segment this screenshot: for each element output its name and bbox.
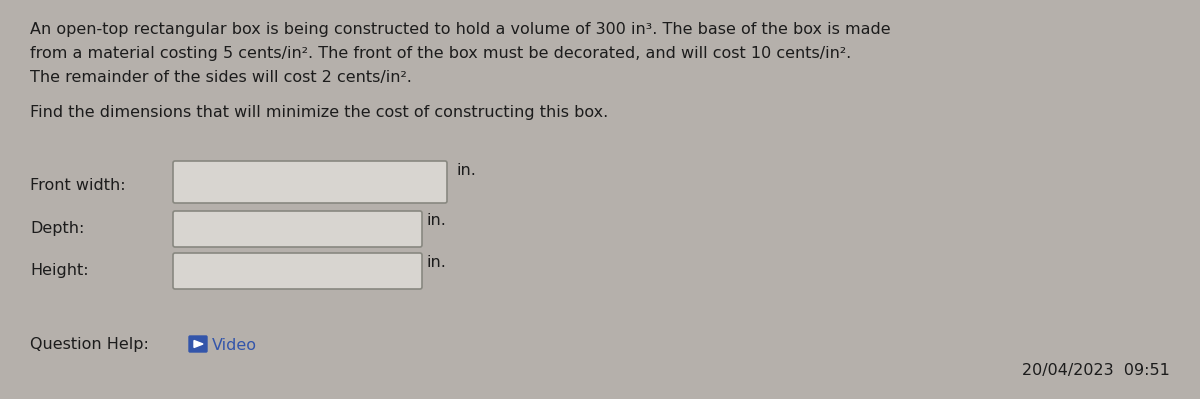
Text: 20/04/2023  09:51: 20/04/2023 09:51 [1022, 363, 1170, 377]
Text: from a material costing 5 cents/in². The front of the box must be decorated, and: from a material costing 5 cents/in². The… [30, 46, 851, 61]
Text: Question Help:: Question Help: [30, 338, 149, 352]
Text: Find the dimensions that will minimize the cost of constructing this box.: Find the dimensions that will minimize t… [30, 105, 608, 120]
FancyBboxPatch shape [173, 211, 422, 247]
FancyBboxPatch shape [173, 253, 422, 289]
Text: Front width:: Front width: [30, 178, 126, 192]
Text: Height:: Height: [30, 263, 89, 277]
Text: An open-top rectangular box is being constructed to hold a volume of 300 in³. Th: An open-top rectangular box is being con… [30, 22, 890, 37]
Text: Depth:: Depth: [30, 221, 84, 235]
FancyBboxPatch shape [190, 336, 208, 352]
FancyBboxPatch shape [173, 161, 446, 203]
Text: The remainder of the sides will cost 2 cents/in².: The remainder of the sides will cost 2 c… [30, 70, 412, 85]
Text: in.: in. [456, 163, 476, 178]
Text: in.: in. [427, 213, 446, 228]
Text: in.: in. [427, 255, 446, 270]
Text: Video: Video [212, 338, 257, 352]
Polygon shape [194, 340, 203, 348]
